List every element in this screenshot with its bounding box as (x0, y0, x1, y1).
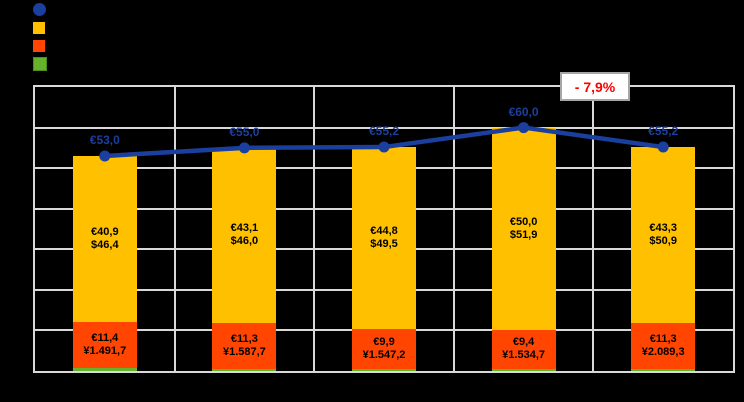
v-gridline (452, 87, 455, 371)
bar-segment-orange-bar-2 (212, 322, 277, 369)
v-gridline (592, 87, 595, 371)
v-gridline (313, 87, 316, 371)
total-line-marker-2 (238, 142, 250, 154)
bar-label-orange-bar-1: €11,4 ¥1.491,7 (83, 332, 127, 358)
total-line-label-1: €53,0 (89, 132, 120, 147)
delta-callout-text: - 7,9% (574, 78, 616, 95)
bar-label-yellow-bar-3: €44,8 $49,5 (370, 224, 398, 250)
legend-item-green-segment (33, 56, 47, 71)
bar-segment-green-bar-4 (491, 368, 556, 371)
bar-label-yellow-bar-5: €43,3 $50,9 (649, 221, 677, 247)
h-gridline (35, 126, 733, 129)
bar-segment-green-bar-2 (212, 368, 277, 371)
bar-segment-yellow-bar-1 (72, 156, 137, 322)
chart-plot-area: €11,4 ¥1.491,7 €40,9 $46,4 €11,3 ¥1.587,7 €43,… (33, 85, 735, 373)
bar-label-orange-bar-4: €9,4 ¥1.534,7 (502, 336, 546, 362)
bar-segment-green-bar-5 (631, 368, 696, 371)
bar-segment-yellow-bar-4 (491, 127, 556, 331)
delta-callout: - 7,9% (560, 72, 630, 101)
legend-total-line-marker (33, 3, 46, 16)
total-line-marker-4 (518, 122, 530, 134)
legend-green-segment-marker (33, 56, 47, 71)
legend-yellow-segment-marker (33, 21, 45, 34)
total-line-label-2: €55,0 (229, 124, 260, 139)
total-line-marker-5 (657, 141, 669, 153)
bar-segment-yellow-bar-2 (212, 147, 277, 323)
bar-segment-orange-bar-1 (72, 321, 137, 369)
bar-segment-orange-bar-5 (631, 322, 696, 369)
bar-segment-green-bar-3 (352, 368, 416, 371)
chart-legend (33, 3, 47, 71)
total-line-marker-3 (378, 141, 390, 153)
bar-label-yellow-bar-4: €50,0 $51,9 (509, 216, 538, 241)
bar-label-orange-bar-2: €11,3 ¥1.587,7 (222, 332, 266, 358)
total-line-label-4: €60,0 (508, 104, 539, 119)
bar-label-yellow-bar-1: €40,9 $46,4 (91, 225, 119, 251)
legend-orange-segment-marker (33, 39, 45, 52)
total-line-label-3: €55,2 (368, 124, 400, 139)
total-line-series (99, 122, 669, 162)
total-line-label-5: €55,2 (648, 124, 679, 139)
v-gridline (173, 87, 176, 371)
total-line-marker-1 (99, 150, 111, 162)
legend-item-yellow-segment (33, 21, 47, 34)
bar-segment-yellow-bar-3 (352, 147, 416, 329)
bar-segment-green-bar-1 (72, 368, 137, 371)
bar-label-yellow-bar-2: €43,1 $46,0 (230, 222, 259, 248)
legend-item-orange-segment (33, 39, 47, 52)
bar-label-orange-bar-5: €11,3 ¥2.089,3 (641, 332, 685, 358)
bar-segment-orange-bar-4 (491, 330, 556, 369)
bar-segment-orange-bar-3 (352, 328, 416, 369)
legend-item-total-line (33, 3, 47, 16)
bar-segment-yellow-bar-5 (631, 147, 696, 323)
bar-label-orange-bar-3: €9,9 ¥1.547,2 (362, 335, 406, 361)
